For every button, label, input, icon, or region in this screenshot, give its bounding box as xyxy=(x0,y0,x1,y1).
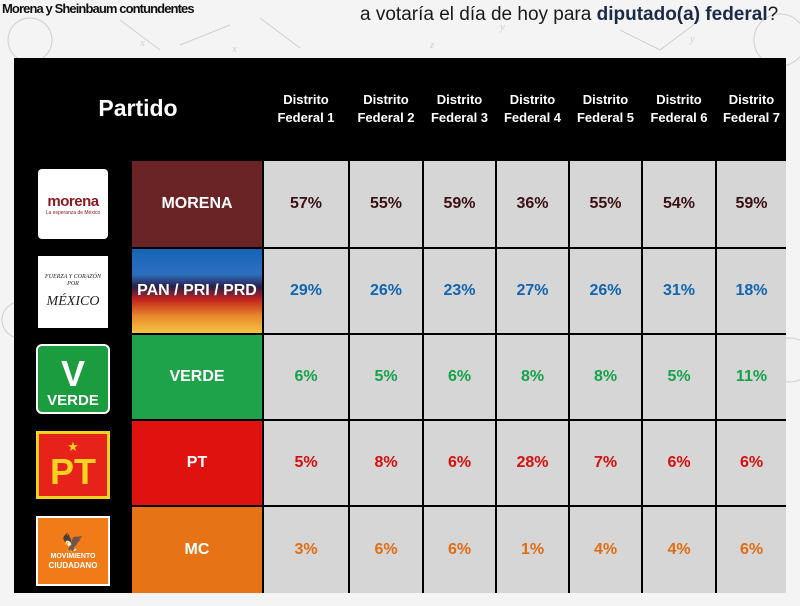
column-header: Distrito Federal 7 xyxy=(717,58,786,159)
party-name: VERDE xyxy=(132,335,262,419)
vote-share-value: 55% xyxy=(570,161,641,247)
svg-text:x: x xyxy=(139,37,145,49)
party-name: PT xyxy=(132,421,262,505)
party-logo-cell: ★ PT xyxy=(14,421,130,505)
party-logo-cell: 🦅 MOVIMIENTO CIUDADANO xyxy=(14,507,130,593)
results-table: Partido Distrito Federal 1 Distrito Federal … xyxy=(14,58,786,593)
vote-share-value: 31% xyxy=(643,249,715,333)
vote-share-value: 1% xyxy=(497,507,568,593)
logo-v-mark: V xyxy=(60,353,85,394)
mc-logo: 🦅 MOVIMIENTO CIUDADANO xyxy=(36,516,110,586)
vote-share-value: 57% xyxy=(264,161,348,247)
vote-share-value: 5% xyxy=(350,335,422,419)
vote-share-value: 3% xyxy=(264,507,348,593)
title-suffix: ? xyxy=(767,4,779,25)
vote-share-value: 6% xyxy=(424,335,495,419)
column-header: Distrito Federal 5 xyxy=(570,58,641,159)
vote-share-value: 59% xyxy=(424,161,495,247)
party-logo-cell: morena La esperanza de México xyxy=(14,161,130,247)
svg-text:y: y xyxy=(499,21,505,33)
vote-share-value: 59% xyxy=(717,161,786,247)
chart-title: a votaría el día de hoy para diputado(a)… xyxy=(360,4,778,26)
morena-logo: morena La esperanza de México xyxy=(38,169,108,239)
column-header: Distrito Federal 6 xyxy=(643,58,715,159)
vote-share-value: 6% xyxy=(424,507,495,593)
vote-share-value: 6% xyxy=(424,421,495,505)
column-header: Distrito Federal 1 xyxy=(264,58,348,159)
party-name: MORENA xyxy=(132,161,262,247)
vote-share-value: 29% xyxy=(264,249,348,333)
logo-wordmark: MÉXICO xyxy=(46,294,100,309)
pt-logo: ★ PT xyxy=(36,431,110,499)
vote-share-value: 55% xyxy=(350,161,422,247)
title-bold: diputado(a) federal xyxy=(596,4,768,25)
logo-wordmark: morena xyxy=(47,192,99,210)
vote-share-value: 18% xyxy=(717,249,786,333)
logo-wordmark: VERDE xyxy=(47,392,99,409)
vote-share-value: 5% xyxy=(643,335,715,419)
column-header: Distrito Federal 2 xyxy=(350,58,422,159)
vote-share-value: 8% xyxy=(350,421,422,505)
vote-share-value: 6% xyxy=(717,421,786,505)
column-header: Distrito Federal 4 xyxy=(497,58,568,159)
svg-text:y: y xyxy=(689,33,695,45)
column-header: Distrito Federal 3 xyxy=(424,58,495,159)
logo-wordmark: CIUDADANO xyxy=(48,560,98,570)
vote-share-value: 6% xyxy=(717,507,786,593)
vote-share-value: 27% xyxy=(497,249,568,333)
vote-share-value: 11% xyxy=(717,335,786,419)
vote-share-value: 4% xyxy=(643,507,715,593)
alliance-logo: FUERZA Y CORAZÓN POR MÉXICO xyxy=(38,256,108,328)
party-logo-cell: V VERDE xyxy=(14,335,130,419)
party-name: PAN / PRI / PRD xyxy=(132,249,262,333)
vote-share-value: 7% xyxy=(570,421,641,505)
verde-logo: V VERDE xyxy=(36,344,110,414)
row-header-label: Partido xyxy=(14,58,262,159)
vote-share-value: 6% xyxy=(350,507,422,593)
logo-tagline: FUERZA Y CORAZÓN POR xyxy=(45,274,101,287)
vote-share-value: 6% xyxy=(643,421,715,505)
vote-share-value: 26% xyxy=(570,249,641,333)
party-logo-cell: FUERZA Y CORAZÓN POR MÉXICO xyxy=(14,249,130,333)
svg-text:x: x xyxy=(231,43,237,55)
vote-share-value: 26% xyxy=(350,249,422,333)
logo-wordmark: PT xyxy=(49,450,96,492)
party-name: MC xyxy=(132,507,262,593)
vote-share-value: 6% xyxy=(264,335,348,419)
vote-share-value: 5% xyxy=(264,421,348,505)
vote-share-value: 4% xyxy=(570,507,641,593)
eagle-icon: 🦅 xyxy=(61,532,85,553)
vote-share-value: 54% xyxy=(643,161,715,247)
vote-share-value: 23% xyxy=(424,249,495,333)
svg-text:z: z xyxy=(429,39,435,51)
logo-tagline: La esperanza de México xyxy=(45,209,101,216)
vote-share-value: 8% xyxy=(570,335,641,419)
vote-share-value: 36% xyxy=(497,161,568,247)
vote-share-value: 8% xyxy=(497,335,568,419)
star-icon: ★ xyxy=(67,438,79,454)
logo-tagline: MOVIMIENTO xyxy=(50,552,96,560)
title-prefix: a votaría el día de hoy para xyxy=(360,4,597,25)
header-kicker: Morena y Sheinbaum contundentes xyxy=(2,1,195,16)
vote-share-value: 28% xyxy=(497,421,568,505)
